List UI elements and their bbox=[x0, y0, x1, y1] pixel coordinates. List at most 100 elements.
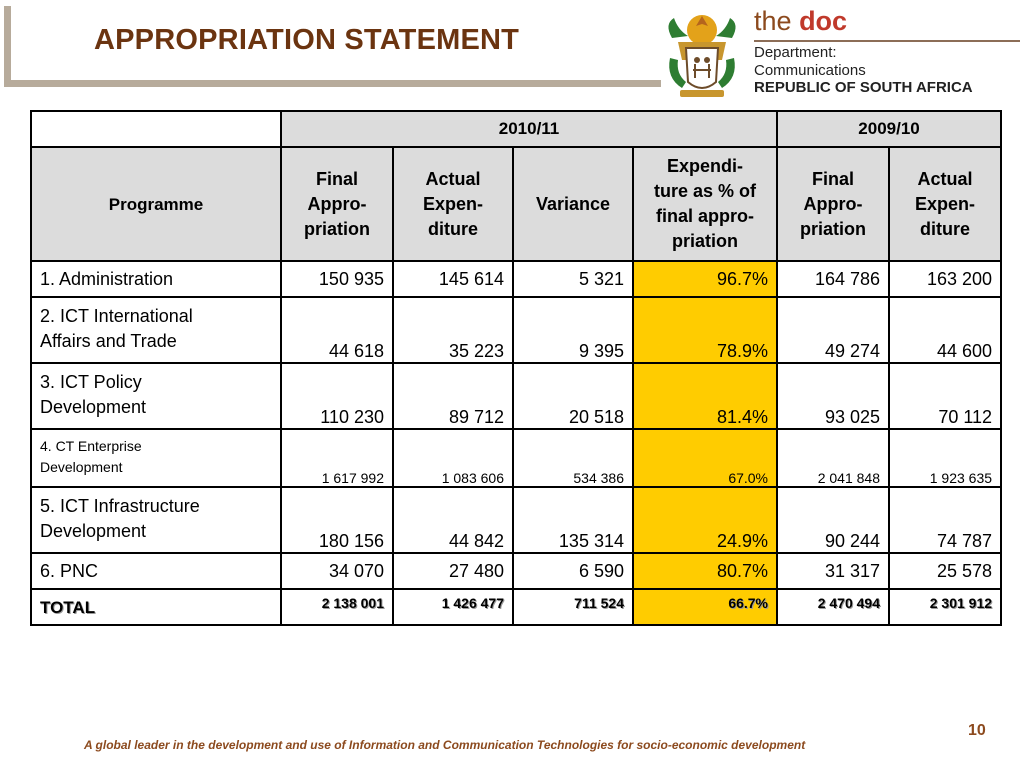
year-2010-11-header: 2010/11 bbox=[279, 110, 779, 148]
value-cell: 1 617 992 bbox=[280, 428, 394, 488]
column-header-programme: Programme bbox=[30, 146, 282, 262]
value-cell: 6 590 bbox=[512, 552, 634, 590]
column-header-final-appropriation-2009: Final Appro-priation bbox=[776, 146, 891, 262]
percent-cell: 80.7% bbox=[631, 552, 779, 590]
percent-cell: 67.0% bbox=[631, 428, 779, 488]
table-row: 6. PNC 34 070 27 480 6 590 80.7% 31 317 25 578 bbox=[30, 552, 1003, 590]
column-header-line: priation bbox=[800, 218, 867, 239]
value-cell: 90 244 bbox=[776, 486, 891, 554]
column-header-expenditure-percent: Expendi-ture as % of final appro-priation bbox=[631, 146, 779, 262]
column-header-line: final appro- bbox=[656, 206, 754, 226]
percent-cell: 78.9% bbox=[631, 296, 779, 364]
value-cell: 110 230 bbox=[280, 362, 394, 430]
programme-name-line: 6. PNC bbox=[40, 560, 99, 581]
column-header-row: Programme Final Appro-priation Actual Expen-… bbox=[30, 146, 1003, 262]
footer-tagline: A global leader in the development and u… bbox=[84, 738, 806, 752]
table-row: 4. CT Enterprise Development 1 617 992 1 08… bbox=[30, 428, 1003, 488]
value-cell: 31 317 bbox=[776, 552, 891, 590]
page-title: APPROPRIATION STATEMENT bbox=[94, 24, 520, 56]
title-frame bbox=[4, 6, 661, 87]
value-cell: 1 923 635 bbox=[888, 428, 1003, 488]
value-cell: 2 041 848 bbox=[776, 428, 891, 488]
column-header-final-appropriation-2010: Final Appro-priation bbox=[280, 146, 394, 262]
column-header-line: Programme bbox=[108, 194, 204, 214]
value-cell: 27 480 bbox=[392, 552, 514, 590]
total-value-cell: 2 470 494 bbox=[776, 588, 891, 626]
header-blank-cell bbox=[30, 110, 282, 148]
value-cell: 49 274 bbox=[776, 296, 891, 364]
total-label: TOTAL bbox=[30, 588, 282, 626]
value-cell: 20 518 bbox=[512, 362, 634, 430]
value-cell: 44 618 bbox=[280, 296, 394, 364]
column-header-line: Appro- bbox=[803, 193, 863, 214]
value-cell: 35 223 bbox=[392, 296, 514, 364]
year-2009-10-header: 2009/10 bbox=[776, 110, 1003, 148]
total-percent-cell: 66.7% bbox=[631, 588, 779, 626]
value-cell: 135 314 bbox=[512, 486, 634, 554]
appropriation-table: 2010/11 2009/10 Programme Final Appro-pria… bbox=[30, 110, 1003, 626]
table-row: 1. Administration 150 935 145 614 5 321 96.7… bbox=[30, 260, 1003, 298]
value-cell: 9 395 bbox=[512, 296, 634, 364]
column-header-variance: Variance bbox=[512, 146, 634, 262]
programme-name-cell: 1. Administration bbox=[30, 260, 282, 298]
brand-wordmark: the doc bbox=[754, 6, 847, 37]
department-label: Department: bbox=[754, 44, 837, 61]
programme-name-line: 2. ICT International bbox=[40, 306, 193, 326]
column-header-line: priation bbox=[672, 231, 738, 251]
programme-name-line: Affairs and Trade bbox=[40, 331, 177, 351]
value-cell: 164 786 bbox=[776, 260, 891, 298]
brand-doc: doc bbox=[799, 6, 848, 36]
table-row: 3. ICT Policy Development 110 230 89 712 20 … bbox=[30, 362, 1003, 430]
value-cell: 34 070 bbox=[280, 552, 394, 590]
programme-name-cell: 2. ICT International Affairs and Trade bbox=[30, 296, 282, 364]
programme-name-cell: 6. PNC bbox=[30, 552, 282, 590]
brand-divider bbox=[754, 40, 1020, 42]
column-header-line: diture bbox=[920, 218, 971, 239]
programme-name-line: Development bbox=[40, 397, 147, 417]
value-cell: 89 712 bbox=[392, 362, 514, 430]
value-cell: 1 083 606 bbox=[392, 428, 514, 488]
programme-name-line: 4. CT Enterprise bbox=[40, 438, 142, 454]
column-header-actual-expenditure-2009: Actual Expen-diture bbox=[888, 146, 1003, 262]
value-cell: 163 200 bbox=[888, 260, 1003, 298]
year-header-row: 2010/11 2009/10 bbox=[30, 110, 1003, 148]
total-row: TOTAL 2 138 001 1 426 477 711 524 66.7% 2 470… bbox=[30, 588, 1003, 626]
programme-name-line: Development bbox=[40, 459, 123, 475]
programme-name-cell: 3. ICT Policy Development bbox=[30, 362, 282, 430]
south-africa-coat-of-arms-icon bbox=[668, 15, 736, 97]
total-value-cell: 1 426 477 bbox=[392, 588, 514, 626]
programme-name-cell: 4. CT Enterprise Development bbox=[30, 428, 282, 488]
value-cell: 74 787 bbox=[888, 486, 1003, 554]
column-header-line: Expendi- bbox=[667, 156, 744, 176]
country-name: REPUBLIC OF SOUTH AFRICA bbox=[754, 79, 973, 96]
column-header-line: Final bbox=[315, 168, 358, 189]
value-cell: 70 112 bbox=[888, 362, 1003, 430]
value-cell: 145 614 bbox=[392, 260, 514, 298]
column-header-line: Appro- bbox=[307, 193, 367, 214]
value-cell: 25 578 bbox=[888, 552, 1003, 590]
programme-name-line: Development bbox=[40, 521, 147, 541]
column-header-line: Variance bbox=[535, 193, 611, 214]
column-header-line: Actual bbox=[425, 168, 481, 189]
programme-name-line: 1. Administration bbox=[40, 268, 174, 289]
column-header-line: Expen- bbox=[422, 193, 483, 214]
value-cell: 180 156 bbox=[280, 486, 394, 554]
value-cell: 5 321 bbox=[512, 260, 634, 298]
value-cell: 44 842 bbox=[392, 486, 514, 554]
column-header-actual-expenditure-2010: Actual Expen-diture bbox=[392, 146, 514, 262]
total-value-cell: 2 138 001 bbox=[280, 588, 394, 626]
percent-cell: 81.4% bbox=[631, 362, 779, 430]
column-header-line: Actual bbox=[917, 168, 973, 189]
table-row: 2. ICT International Affairs and Trade 44 … bbox=[30, 296, 1003, 364]
value-cell: 93 025 bbox=[776, 362, 891, 430]
total-value-cell: 2 301 912 bbox=[888, 588, 1003, 626]
column-header-line: diture bbox=[427, 218, 478, 239]
column-header-line: ture as % of bbox=[653, 181, 757, 201]
value-cell: 534 386 bbox=[512, 428, 634, 488]
department-name: Communications bbox=[754, 62, 866, 79]
page-number: 10 bbox=[968, 722, 986, 739]
column-header-line: Final bbox=[812, 168, 855, 189]
value-cell: 44 600 bbox=[888, 296, 1003, 364]
brand-the: the bbox=[754, 6, 792, 36]
programme-name-line: 5. ICT Infrastructure bbox=[40, 496, 200, 516]
